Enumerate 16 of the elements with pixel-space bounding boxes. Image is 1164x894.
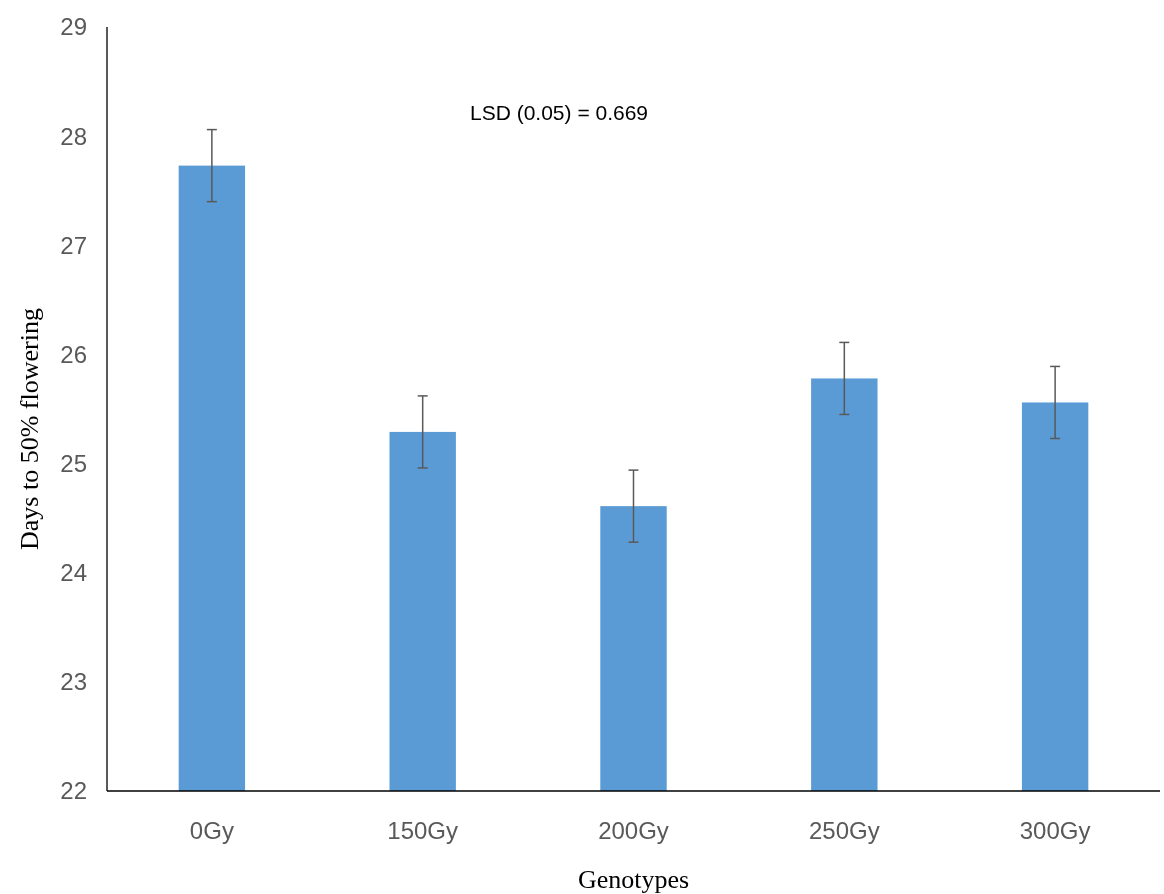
y-tick-label: 27 [60, 231, 87, 259]
x-tick-label: 250Gy [808, 817, 880, 844]
y-tick-label: 22 [60, 777, 87, 805]
y-axis-title: Days to 50% flowering [15, 308, 44, 550]
y-tick-label: 26 [60, 340, 87, 368]
y-tick-label: 29 [60, 13, 87, 41]
x-tick-label: 150Gy [387, 817, 459, 844]
y-tick-label: 25 [60, 449, 87, 477]
x-tick-label: 0Gy [189, 817, 234, 844]
annotation: LSD (0.05) = 0.669 [470, 101, 649, 124]
y-tick-label: 28 [60, 122, 87, 150]
x-tick-label: 300Gy [1019, 817, 1091, 844]
x-axis-title: Genotypes [577, 865, 690, 894]
x-tick-label: 200Gy [598, 817, 669, 844]
y-tick-label: 24 [60, 559, 87, 587]
y-tick-label: 23 [60, 668, 87, 696]
